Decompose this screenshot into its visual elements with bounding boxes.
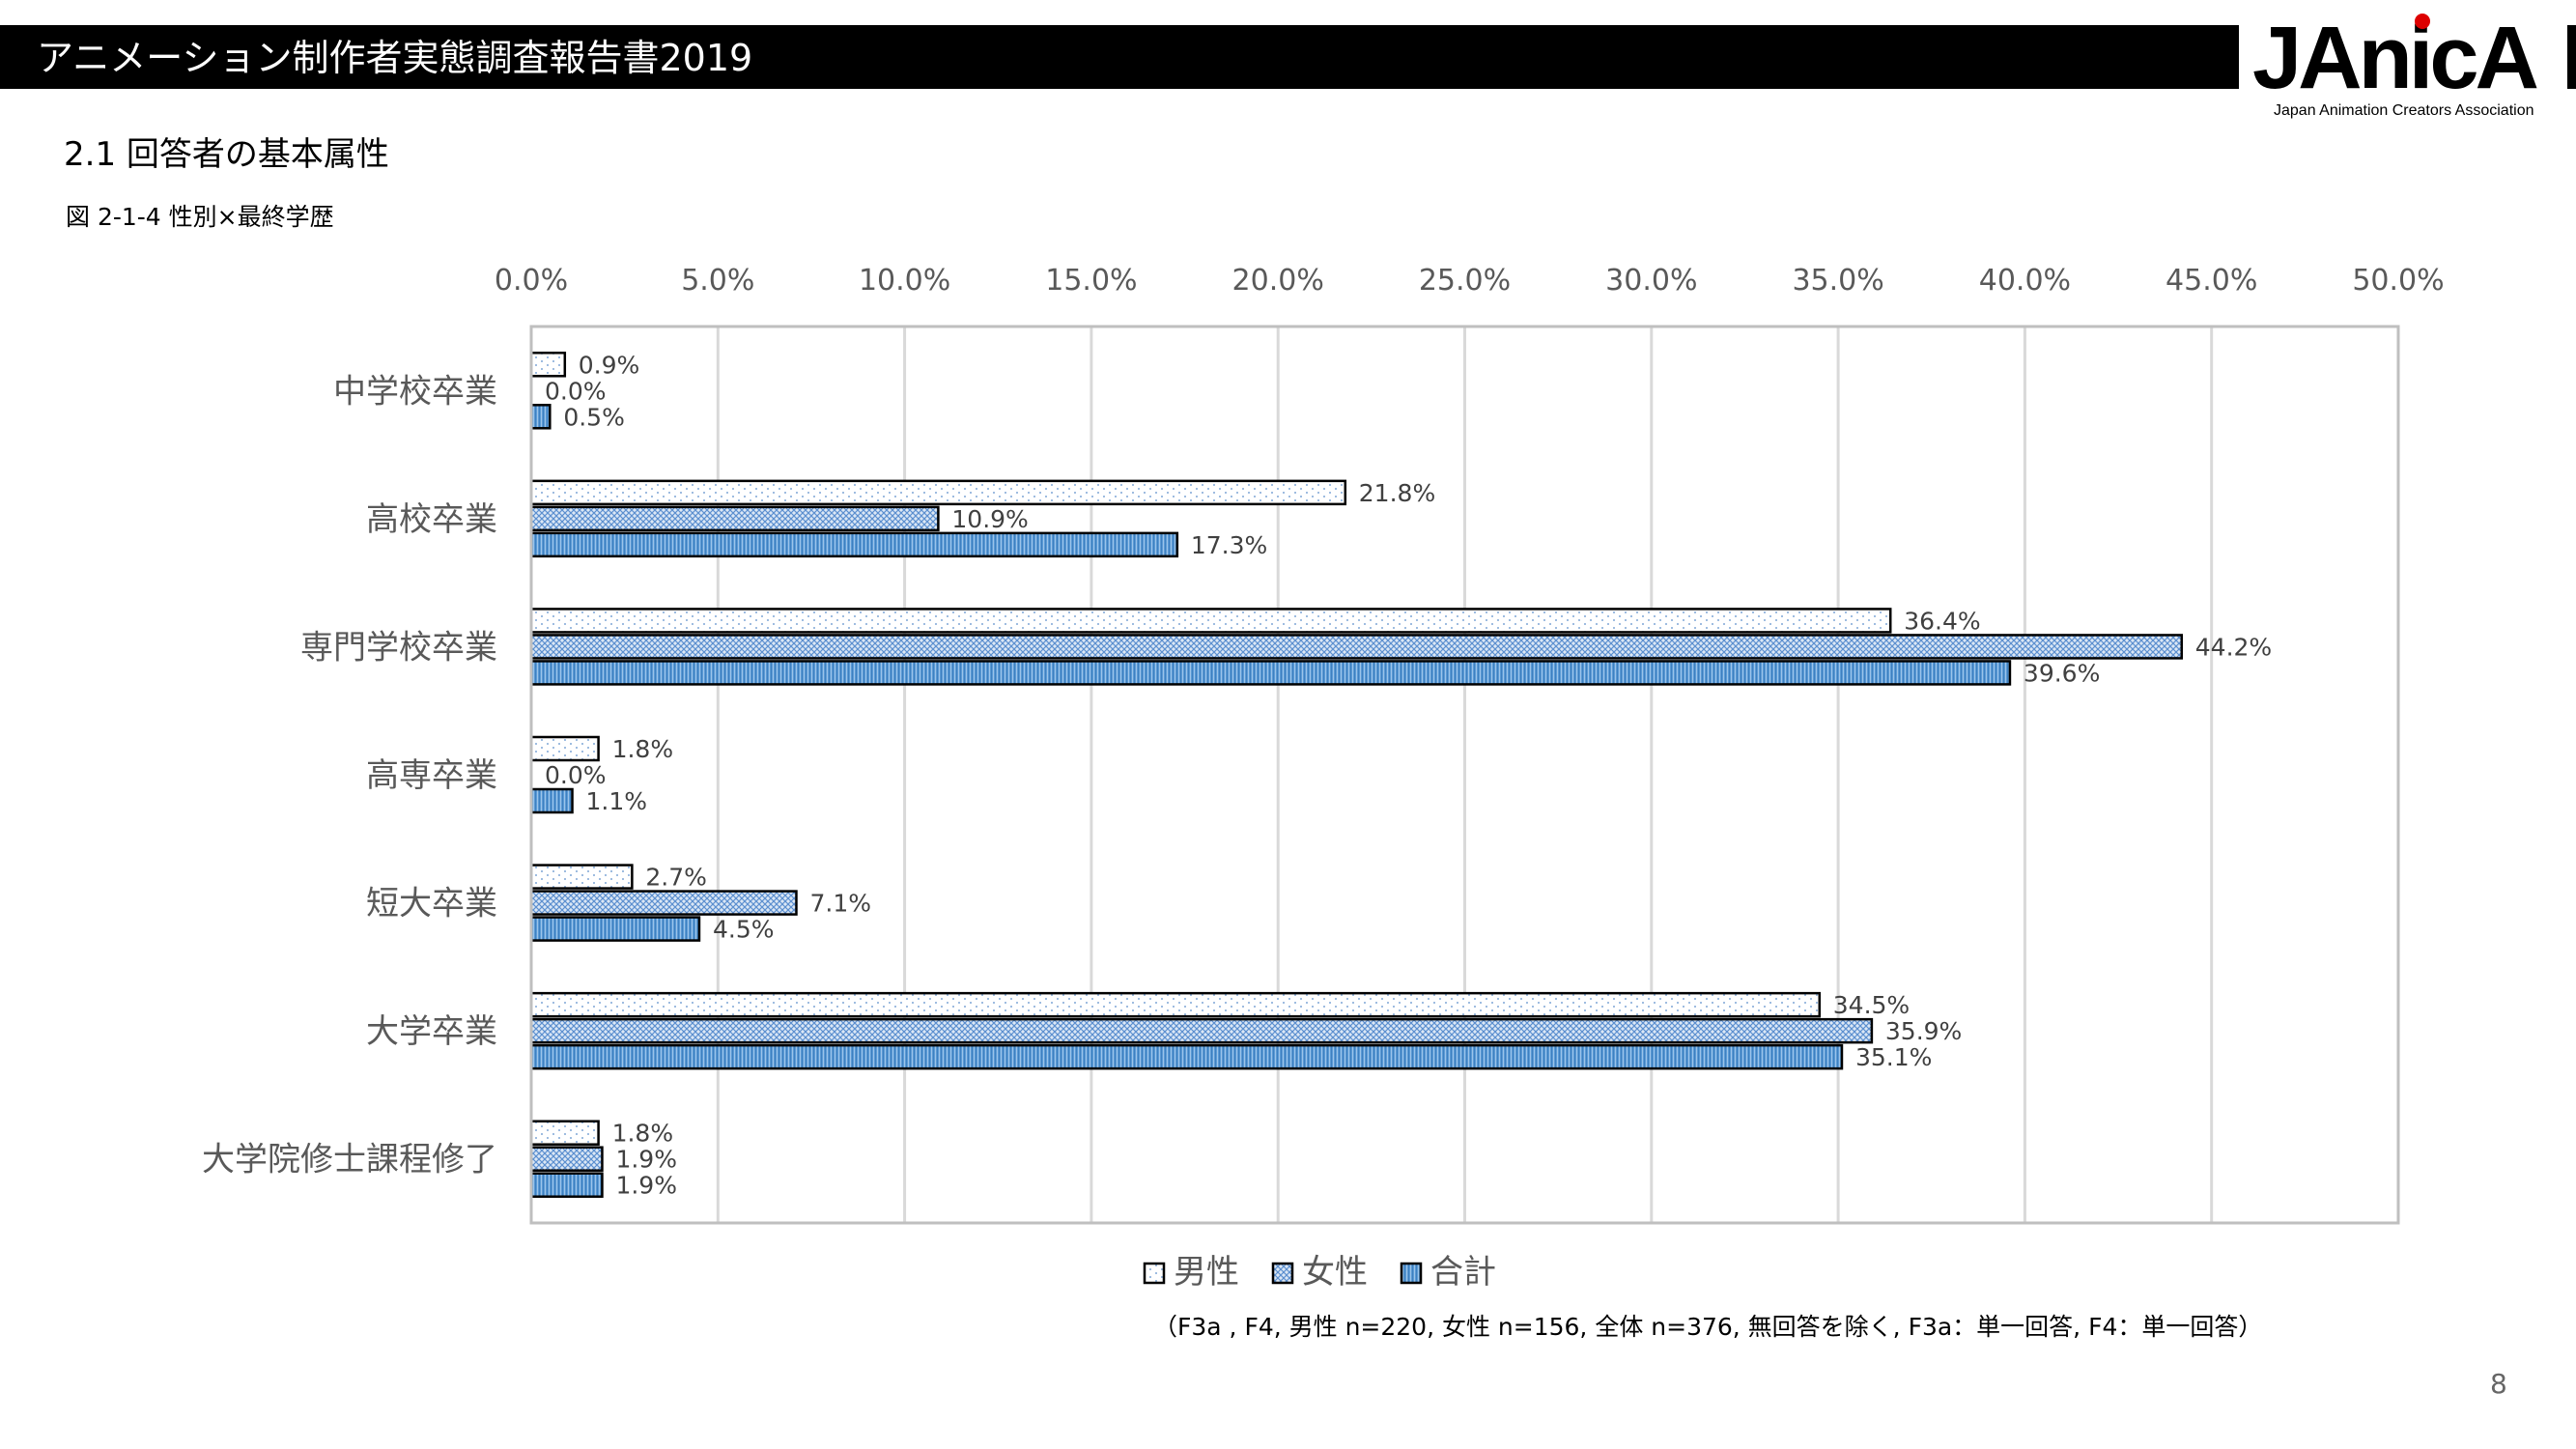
legend-entry: 女性 — [1302, 1253, 1368, 1292]
data-label: 21.8% — [1359, 479, 1435, 507]
data-label: 35.1% — [1855, 1043, 1932, 1071]
category-label: 大学卒業 — [366, 1012, 497, 1051]
data-label: 1.9% — [615, 1172, 677, 1200]
plot-area — [529, 325, 2400, 1225]
x-tick-label: 0.0% — [495, 264, 568, 298]
page-number: 8 — [2490, 1368, 2507, 1400]
legend-swatch — [1143, 1262, 1166, 1285]
logo-mark: JAnicA — [2252, 14, 2539, 102]
category-label: 高校卒業 — [366, 500, 497, 539]
x-tick-label: 15.0% — [1045, 264, 1137, 298]
x-tick-label: 5.0% — [681, 264, 754, 298]
x-tick-label: 30.0% — [1605, 264, 1697, 298]
x-tick-label: 10.0% — [859, 264, 950, 298]
data-label: 35.9% — [1885, 1017, 1962, 1045]
data-label: 0.5% — [563, 403, 625, 431]
section-title: 2.1 回答者の基本属性 — [64, 135, 389, 174]
legend-entry: 合計 — [1430, 1253, 1496, 1292]
bar-blue-dense — [529, 660, 2012, 686]
legend-swatch — [1400, 1262, 1423, 1285]
footnote: （F3a , F4, 男性 n=220, 女性 n=156, 全体 n=376,… — [1153, 1313, 2263, 1341]
category-label: 高専卒業 — [366, 756, 497, 795]
legend: 男性 女性 合計 — [1143, 1253, 1496, 1292]
bar-dots — [529, 991, 1822, 1018]
bar-crosshatch — [529, 1146, 604, 1172]
bar-dots — [529, 1120, 600, 1146]
x-tick-label: 35.0% — [1792, 264, 1883, 298]
bar-blue-dense — [529, 787, 574, 814]
bars — [529, 352, 2184, 1198]
bar-dots — [529, 352, 567, 378]
category-label: 大学院修士課程修了 — [202, 1141, 497, 1179]
logo-dot-icon — [2415, 14, 2430, 29]
bar-dots — [529, 608, 1892, 634]
data-label: 39.6% — [2024, 659, 2100, 687]
data-label: 44.2% — [2195, 633, 2272, 661]
data-labels: 0.9%0.0%0.5%21.8%10.9%17.3%36.4%44.2%39.… — [545, 351, 2272, 1199]
category-label: 中学校卒業 — [333, 372, 497, 411]
bar-dots — [529, 479, 1347, 506]
data-label: 7.1% — [809, 890, 871, 918]
data-label: 0.0% — [545, 377, 607, 405]
bar-crosshatch — [529, 1017, 1874, 1044]
x-tick-label: 40.0% — [1979, 264, 2071, 298]
grid-lines — [716, 327, 2214, 1223]
data-label: 1.8% — [612, 735, 674, 763]
logo-wordmark: JAnicA — [2252, 9, 2539, 107]
x-tick-label: 20.0% — [1232, 264, 1324, 298]
data-label: 1.1% — [586, 787, 648, 815]
bar-dots — [529, 864, 634, 890]
legend-entry: 男性 — [1174, 1253, 1239, 1292]
bar-blue-dense — [529, 1043, 1844, 1070]
header-bar — [0, 25, 2576, 89]
logo-subtitle: Japan Animation Creators Association — [2274, 102, 2534, 119]
bar-blue-dense — [529, 404, 552, 430]
x-tick-label: 25.0% — [1419, 264, 1511, 298]
legend-swatch — [1271, 1262, 1294, 1285]
data-label: 17.3% — [1191, 531, 1267, 559]
x-axis-ticks: 0.0% 5.0% 10.0% 15.0% 20.0% 25.0% 30.0% 35.0% 40… — [495, 264, 2445, 298]
bar-blue-dense — [529, 916, 701, 942]
bar-crosshatch — [529, 890, 798, 916]
data-label: 4.5% — [713, 916, 775, 944]
data-label: 10.9% — [951, 505, 1028, 533]
category-label: 短大卒業 — [366, 885, 497, 923]
x-tick-label: 50.0% — [2352, 264, 2444, 298]
data-label: 0.0% — [545, 761, 607, 789]
bar-crosshatch — [529, 634, 2184, 660]
data-label: 34.5% — [1833, 991, 1910, 1019]
bar-crosshatch — [529, 505, 940, 532]
data-label: 1.8% — [612, 1120, 674, 1148]
x-tick-label: 45.0% — [2166, 264, 2257, 298]
janica-logo: JAnicA Japan Animation Creators Associat… — [2239, 0, 2567, 126]
data-label: 36.4% — [1904, 607, 1980, 635]
data-label: 2.7% — [645, 864, 707, 892]
figure-caption: 図 2-1-4 性別×最終学歴 — [66, 203, 334, 231]
report-title: アニメーション制作者実態調査報告書2019 — [37, 37, 753, 79]
data-label: 1.9% — [615, 1146, 677, 1174]
bar-blue-dense — [529, 531, 1179, 558]
bar-blue-dense — [529, 1172, 604, 1198]
category-label: 専門学校卒業 — [300, 628, 497, 667]
data-label: 0.9% — [579, 351, 640, 379]
bar-dots — [529, 735, 600, 762]
